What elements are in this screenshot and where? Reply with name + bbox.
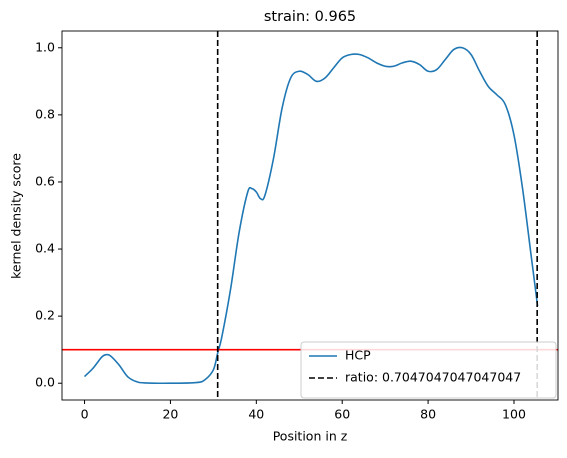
axes-frame <box>61 30 559 401</box>
x-tick-label: 100 <box>502 407 526 422</box>
y-tick-label: 0.6 <box>35 173 55 188</box>
y-tick-label: 0.0 <box>35 375 55 390</box>
x-tick-label: 0 <box>81 407 89 422</box>
y-tick-label: 0.8 <box>35 106 55 121</box>
x-tick-label: 80 <box>420 407 436 422</box>
x-tick-label: 40 <box>248 407 264 422</box>
chart-title: strain: 0.965 <box>264 9 356 25</box>
y-tick-label: 1.0 <box>35 39 55 54</box>
y-tick-label: 0.2 <box>35 308 55 323</box>
x-tick-label: 60 <box>334 407 350 422</box>
data-line <box>83 46 539 385</box>
y-tick-label: 0.4 <box>35 241 55 256</box>
x-tick-label: 20 <box>162 407 178 422</box>
legend-box <box>300 341 557 399</box>
x-axis-label: Position in z <box>273 429 348 444</box>
y-axis-label: kernel density score <box>9 153 24 279</box>
legend-label: ratio: 0.7047047047047047 <box>345 370 521 385</box>
legend-label: HCP <box>345 348 371 363</box>
